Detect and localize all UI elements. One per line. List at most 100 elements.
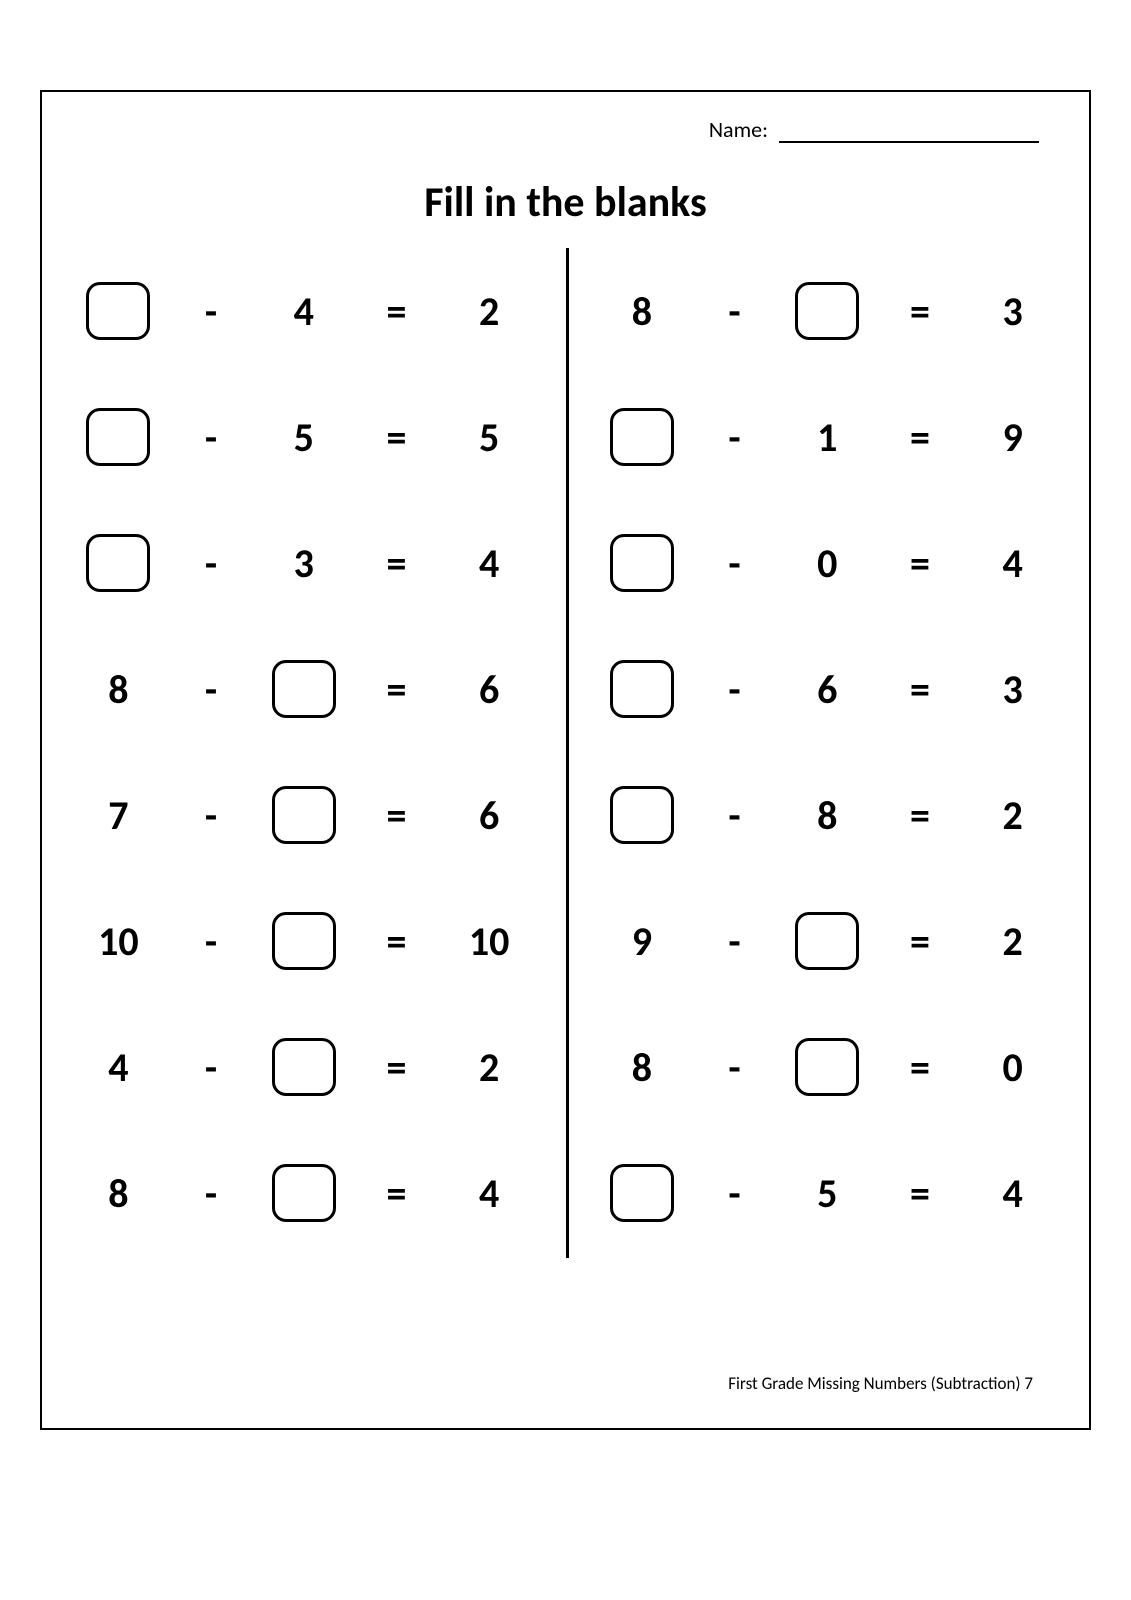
problem-result: 3 [966,665,1059,714]
worksheet-page: Name: Fill in the blanks -4=2-5=5-3=48-=… [0,0,1131,1600]
problems-column-left: -4=2-5=5-3=48-=67-=610-=104-=28-=4 [72,248,566,1256]
problem-blank-subtrahend[interactable] [257,786,350,844]
operator-equals: = [350,917,443,966]
problem-blank-subtrahend[interactable] [781,912,874,970]
worksheet-sheet: Name: Fill in the blanks -4=2-5=5-3=48-=… [40,90,1091,1430]
problem-row: 8-=4 [72,1130,566,1256]
problem-minuend: 9 [596,917,689,966]
problem-row: 10-=10 [72,878,566,1004]
operator-equals: = [350,413,443,462]
operator-equals: = [350,1169,443,1218]
operator-equals: = [350,287,443,336]
operator-minus: - [688,665,781,714]
operator-minus: - [688,1043,781,1092]
operator-minus: - [165,791,258,840]
problem-row: 8- =0 [566,1004,1060,1130]
problem-subtrahend: 1 [781,413,874,462]
problem-blank-subtrahend[interactable] [781,1038,874,1096]
operator-equals: = [350,539,443,588]
operator-equals: = [874,917,967,966]
operator-equals: = [350,665,443,714]
name-row: Name: [72,116,1059,143]
problem-result: 4 [966,539,1059,588]
problem-subtrahend: 5 [781,1169,874,1218]
operator-minus: - [688,413,781,462]
problem-row: 9- =2 [566,878,1060,1004]
problem-blank-subtrahend[interactable] [257,1038,350,1096]
problem-blank-subtrahend[interactable] [781,282,874,340]
operator-minus: - [688,1169,781,1218]
problem-subtrahend: 5 [257,413,350,462]
worksheet-footer: First Grade Missing Numbers (Subtraction… [728,1373,1033,1394]
operator-equals: = [350,1043,443,1092]
problem-blank-minuend[interactable] [596,786,689,844]
problem-result: 0 [966,1043,1059,1092]
operator-equals: = [874,791,967,840]
problem-result: 5 [443,413,536,462]
problem-minuend: 8 [596,1043,689,1092]
problem-blank-minuend[interactable] [72,534,165,592]
problem-row: -5=4 [566,1130,1060,1256]
problem-minuend: 4 [72,1043,165,1092]
operator-equals: = [350,791,443,840]
problem-blank-minuend[interactable] [596,534,689,592]
operator-equals: = [874,1169,967,1218]
problem-blank-subtrahend[interactable] [257,660,350,718]
name-label: Name: [709,116,768,143]
problem-row: 4- =2 [72,1004,566,1130]
problem-blank-minuend[interactable] [72,408,165,466]
problem-row: -5=5 [72,374,566,500]
operator-minus: - [688,917,781,966]
problem-minuend: 8 [596,287,689,336]
operator-equals: = [874,539,967,588]
problem-row: -8=2 [566,752,1060,878]
problem-result: 2 [966,791,1059,840]
problem-subtrahend: 0 [781,539,874,588]
problems-column-right: 8-=3-1=9-0=4-6=3-8=29-=28-=0-5=4 [566,248,1060,1256]
problem-subtrahend: 3 [257,539,350,588]
problem-result: 4 [443,1169,536,1218]
operator-minus: - [688,539,781,588]
operator-minus: - [165,1043,258,1092]
problem-minuend: 8 [72,665,165,714]
problem-row: 8-=6 [72,626,566,752]
problems-area: -4=2-5=5-3=48-=67-=610-=104-=28-=4 8-=3-… [72,248,1059,1256]
operator-equals: = [874,413,967,462]
operator-minus: - [165,917,258,966]
problem-result: 10 [443,917,536,966]
problem-blank-subtrahend[interactable] [257,1164,350,1222]
problem-blank-minuend[interactable] [72,282,165,340]
operator-minus: - [165,539,258,588]
problem-minuend: 10 [72,917,165,966]
problem-result: 6 [443,791,536,840]
problem-subtrahend: 4 [257,287,350,336]
operator-minus: - [165,665,258,714]
problem-result: 2 [443,287,536,336]
operator-equals: = [874,287,967,336]
operator-minus: - [165,413,258,462]
problem-result: 4 [966,1169,1059,1218]
operator-minus: - [688,287,781,336]
column-divider [566,248,569,1258]
problem-row: -1=9 [566,374,1060,500]
problem-blank-minuend[interactable] [596,660,689,718]
problem-blank-minuend[interactable] [596,408,689,466]
operator-minus: - [165,1169,258,1218]
problem-row: 7-=6 [72,752,566,878]
name-input-line[interactable] [779,141,1039,143]
problem-row: -0=4 [566,500,1060,626]
operator-equals: = [874,1043,967,1092]
problem-blank-subtrahend[interactable] [257,912,350,970]
problem-blank-minuend[interactable] [596,1164,689,1222]
operator-equals: = [874,665,967,714]
problem-row: -4=2 [72,248,566,374]
problem-result: 9 [966,413,1059,462]
operator-minus: - [165,287,258,336]
operator-minus: - [688,791,781,840]
problem-row: -3=4 [72,500,566,626]
problem-subtrahend: 8 [781,791,874,840]
problem-subtrahend: 6 [781,665,874,714]
problem-result: 2 [966,917,1059,966]
problem-result: 2 [443,1043,536,1092]
problem-row: 8-=3 [566,248,1060,374]
